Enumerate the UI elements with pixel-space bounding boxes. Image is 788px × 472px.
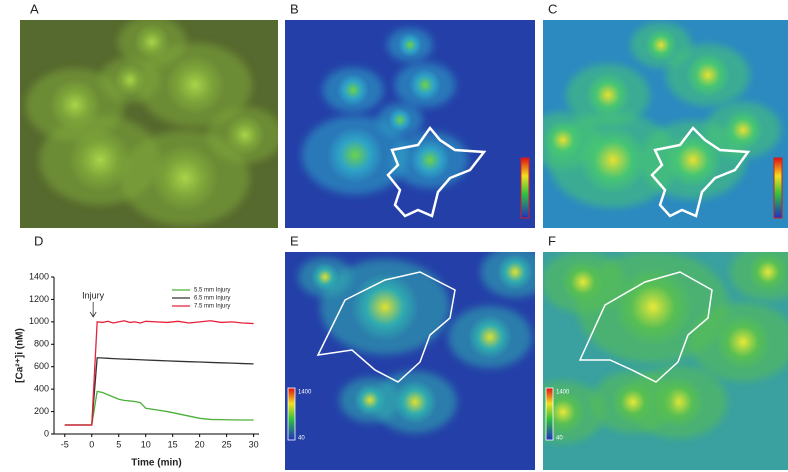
cell xyxy=(497,254,533,290)
cell xyxy=(327,127,383,183)
x-tick-label: 0 xyxy=(89,439,94,449)
cell xyxy=(351,273,419,341)
panel-label: A xyxy=(30,1,39,16)
cell xyxy=(337,74,369,106)
x-tick-label: 25 xyxy=(222,439,232,449)
cell xyxy=(645,29,677,61)
micrograph xyxy=(285,247,549,470)
cell xyxy=(151,144,219,212)
y-tick-label: 0 xyxy=(44,428,49,438)
y-tick-label: 200 xyxy=(34,406,49,416)
y-tick-label: 600 xyxy=(34,361,49,371)
x-tick-label: 30 xyxy=(249,439,259,449)
annotation-arrow xyxy=(90,302,96,317)
panel-label: D xyxy=(34,233,43,248)
x-tick-label: 5 xyxy=(116,439,121,449)
colorbar-label: 1400 xyxy=(556,390,570,396)
y-tick-label: 400 xyxy=(34,384,49,394)
colorbar xyxy=(546,388,553,440)
x-tick-label: 10 xyxy=(141,439,151,449)
x-tick-label: 15 xyxy=(168,439,178,449)
colorbar-label: 40 xyxy=(556,436,563,442)
cell xyxy=(388,108,412,132)
cell xyxy=(225,115,265,155)
legend-label: 5.5 mm Injury xyxy=(194,288,230,294)
y-tick-label: 800 xyxy=(34,339,49,349)
y-axis-label: [Ca²⁺]i (nM) xyxy=(15,328,26,383)
legend-label: 6.5 mm Injury xyxy=(194,296,230,302)
colorbar-label: 40 xyxy=(298,436,305,442)
figure: 140040140040ABCDEF0200400600800100012001… xyxy=(0,0,788,472)
cell xyxy=(468,315,512,359)
cell xyxy=(748,252,788,292)
annotation: Injury xyxy=(82,290,105,300)
panel-label: E xyxy=(290,233,299,248)
colorbar xyxy=(288,388,295,440)
cell xyxy=(715,314,771,370)
cell xyxy=(49,79,101,131)
cell xyxy=(686,53,730,97)
cell xyxy=(409,69,441,101)
cell xyxy=(354,384,386,416)
panel-label: C xyxy=(548,1,557,16)
x-tick-label: 20 xyxy=(195,439,205,449)
micrograph xyxy=(525,20,788,228)
x-tick-label: -5 xyxy=(61,439,69,449)
x-axis-label: Time (min) xyxy=(131,458,181,469)
colorbar-label: 1400 xyxy=(298,390,312,396)
legend-label: 7.5 mm Injury xyxy=(194,304,230,310)
y-tick-label: 1400 xyxy=(29,271,49,281)
cell xyxy=(586,73,630,117)
micrograph xyxy=(285,20,535,228)
cell xyxy=(561,260,605,304)
panel-label: B xyxy=(290,1,299,16)
cell xyxy=(543,120,583,160)
cell xyxy=(165,55,225,115)
panel-label: F xyxy=(548,233,556,248)
cell xyxy=(114,64,146,96)
y-tick-label: 1000 xyxy=(29,316,49,326)
micrograph xyxy=(20,17,283,228)
cell xyxy=(723,110,763,150)
cell xyxy=(311,263,339,291)
colorbar xyxy=(774,158,782,218)
y-tick-label: 1200 xyxy=(29,294,49,304)
cell xyxy=(398,33,422,57)
cell xyxy=(611,380,655,424)
series-line xyxy=(65,321,254,425)
colorbar xyxy=(521,158,529,218)
